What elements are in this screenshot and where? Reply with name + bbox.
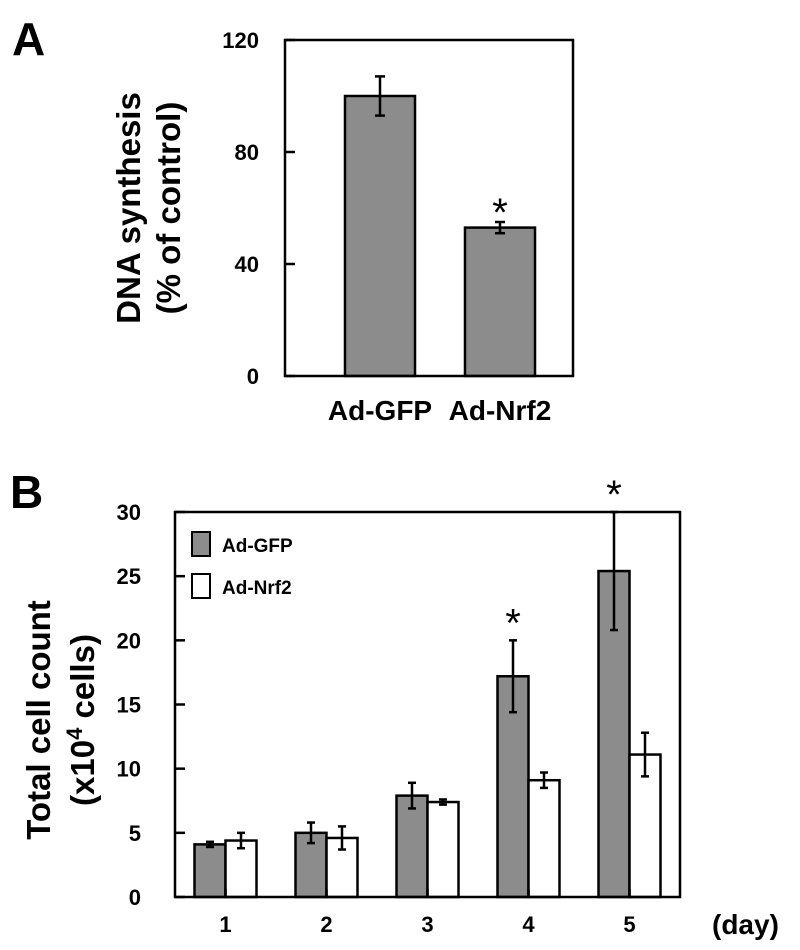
panel-b-legend-label-ad-gfp: Ad-GFP <box>222 536 293 557</box>
panel-b-letter: B <box>10 466 43 518</box>
panel-a-x-tick-label: Ad-GFP <box>328 395 432 426</box>
panel-b-y-tick-label: 20 <box>117 628 141 653</box>
panel-b-y-tick-label: 30 <box>117 500 141 525</box>
panel-b: B Total cell count (x104 cells) 1 2 3 * 4 * 5 0… <box>10 466 779 940</box>
panel-b-legend-swatch-ad-nrf2 <box>191 573 211 599</box>
panel-a-bar-ad-nrf2 <box>463 226 537 378</box>
panel-b-y-tick-label: 0 <box>129 885 141 910</box>
panel-b-legend-swatch-ad-gfp <box>191 531 211 557</box>
panel-a-plot-area: Ad-GFP Ad-Nrf2 * 0 40 80 120 <box>222 28 575 426</box>
panel-b-y-axis-label: Total cell count (x104 cells) <box>20 600 101 840</box>
panel-a-letter: A <box>12 13 45 65</box>
panel-a-y-tick-label: 120 <box>222 28 259 53</box>
panel-b-y-tick-label: 10 <box>117 757 141 782</box>
panel-b-legend: Ad-GFP Ad-Nrf2 <box>191 531 293 599</box>
panel-b-x-tick-label: 5 <box>623 912 635 937</box>
panel-b-bar-day5-ad-gfp <box>597 569 631 899</box>
panel-a-y-tick-label: 80 <box>235 140 259 165</box>
panel-a-x-tick-label: Ad-Nrf2 <box>449 395 552 426</box>
panel-b-significance-mark: * <box>505 601 521 645</box>
panel-b-x-tick-label: 2 <box>320 912 332 937</box>
panel-b-x-tick-label: 3 <box>421 912 433 937</box>
panel-b-bar-day1-ad-gfp <box>193 843 227 899</box>
panel-b-bar-day4-ad-nrf2 <box>527 778 561 899</box>
panel-a-significance-mark: * <box>492 191 508 235</box>
panel-a: A DNA synthesis (% of control) Ad-GFP Ad-… <box>12 13 575 426</box>
panel-b-x-tick-label: 4 <box>522 912 535 937</box>
panel-b-y-axis-label-line2: (x104 cells) <box>62 634 101 806</box>
panel-a-bar-ad-gfp <box>343 94 417 378</box>
panel-a-y-axis-label-line1: DNA synthesis <box>110 92 147 324</box>
panel-b-y-axis-label-line1: Total cell count <box>20 600 57 840</box>
panel-b-plot-area: 1 2 3 * 4 * 5 0 5 10 15 20 25 30 Ad-GFP Ad-Nrf2 <box>117 473 682 937</box>
panel-a-y-axis-label: DNA synthesis (% of control) <box>110 92 187 324</box>
panel-a-y-tick-label: 0 <box>247 364 259 389</box>
panel-b-x-unit: (day) <box>712 909 779 940</box>
panel-b-y-tick-label: 15 <box>117 693 141 718</box>
panel-a-y-axis-label-line2: (% of control) <box>150 102 187 315</box>
panel-b-y-tick-label: 25 <box>117 564 141 589</box>
panel-a-plot-frame <box>283 38 575 378</box>
panel-b-y-tick-label: 5 <box>129 821 141 846</box>
panel-b-x-tick-label: 1 <box>219 912 231 937</box>
panel-b-significance-mark: * <box>606 473 622 517</box>
panel-b-bar-day3-ad-nrf2 <box>426 800 460 899</box>
panel-b-legend-label-ad-nrf2: Ad-Nrf2 <box>222 578 292 599</box>
panel-a-y-tick-label: 40 <box>235 252 259 277</box>
panel-b-bar-day3-ad-gfp <box>395 794 429 899</box>
